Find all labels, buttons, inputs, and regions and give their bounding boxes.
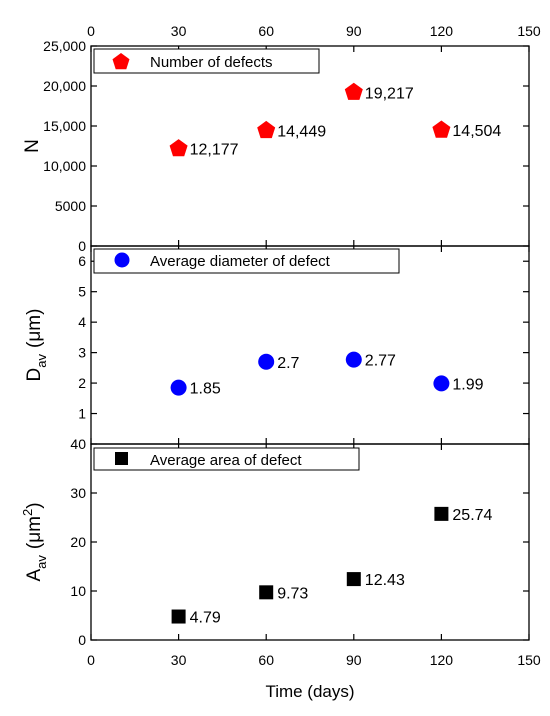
y-tick-label: 3 [78, 345, 86, 361]
data-point-pentagon [344, 82, 363, 100]
data-label: 19,217 [365, 85, 414, 102]
series-average-diameter: 1.85 2.7 2.77 1.99 [170, 351, 484, 398]
panel-average-area: 0 10 20 30 40 0 30 60 90 120 150 Aav (μm2) Average … [20, 436, 541, 701]
y-tick-label: 6 [78, 253, 86, 269]
y-label-superscript: 2 [20, 509, 35, 516]
legend-label: Average diameter of defect [150, 253, 331, 270]
x-tick-label: 90 [346, 652, 362, 668]
data-point-circle [170, 379, 187, 396]
legend-label: Number of defects [150, 54, 273, 71]
x-tick-label-top: 0 [87, 23, 95, 39]
y-tick-label: 40 [70, 436, 86, 452]
x-tick-label: 30 [171, 652, 187, 668]
legend-circle-marker [114, 252, 130, 268]
y-label-unit: (μm [24, 516, 45, 549]
data-label: 4.79 [190, 610, 221, 627]
data-point-pentagon [169, 139, 188, 157]
y-tick-label: 10 [70, 583, 86, 599]
data-label: 1.99 [452, 376, 483, 393]
data-point-pentagon [257, 120, 276, 139]
y-label-unit: (μm) [24, 309, 45, 348]
x-tick-label: 120 [430, 652, 454, 668]
y-label-subscript: av [34, 555, 49, 569]
data-point-circle [258, 353, 275, 370]
series-number-of-defects: 12,177 14,449 19,217 14,504 [169, 82, 501, 159]
x-tick-label: 150 [517, 652, 541, 668]
data-label: 12.43 [365, 572, 405, 589]
data-label: 14,504 [452, 123, 501, 140]
plot-frame [90, 443, 530, 641]
data-point-square [259, 585, 274, 600]
x-tick-label: 0 [87, 652, 95, 668]
y-tick-label: 20,000 [43, 78, 86, 94]
series-average-area: 4.79 9.73 12.43 25.74 [171, 506, 493, 627]
y-tick-label: 10,000 [43, 158, 86, 174]
x-tick-label-top: 150 [517, 23, 541, 39]
y-tick-label: 25,000 [43, 38, 86, 54]
data-point-square [171, 609, 186, 624]
y-axis-label: N [22, 139, 43, 153]
panel-average-diameter: 1 2 3 4 5 6 Dav (μm) Average diameter of defec… [24, 245, 530, 445]
x-tick-label-top: 60 [258, 23, 274, 39]
data-label: 1.85 [190, 381, 221, 398]
data-point-square [434, 506, 449, 521]
data-label: 12,177 [190, 142, 239, 159]
y-tick-label: 0 [78, 632, 86, 648]
data-label: 2.7 [277, 355, 299, 372]
y-tick-label: 5 [78, 284, 86, 300]
y-tick-label: 1 [78, 406, 86, 422]
y-label-close: ) [24, 502, 45, 508]
legend: Number of defects [93, 48, 320, 74]
bottom-axis-ticks: 0 10 20 30 40 0 30 60 90 120 150 [70, 436, 540, 668]
x-tick-label-top: 30 [171, 23, 187, 39]
middle-axis-ticks: 1 2 3 4 5 6 [78, 246, 530, 444]
data-point-circle [345, 351, 362, 368]
data-label: 9.73 [277, 585, 308, 602]
y-tick-label: 30 [70, 485, 86, 501]
data-label: 2.77 [365, 353, 396, 370]
y-tick-label: 15,000 [43, 118, 86, 134]
legend-label: Average area of defect [150, 452, 302, 469]
y-tick-label: 5000 [55, 198, 86, 214]
data-point-circle [433, 375, 450, 392]
x-tick-label-top: 90 [346, 23, 362, 39]
y-tick-label: 0 [78, 238, 86, 254]
y-label-main: D [24, 368, 45, 382]
y-axis-label: Dav (μm) [24, 309, 49, 382]
x-axis-label: Time (days) [265, 682, 354, 701]
x-tick-label-top: 120 [430, 23, 454, 39]
data-label: 14,449 [277, 123, 326, 140]
plot-frame [90, 245, 530, 445]
legend-box [93, 447, 360, 471]
y-label-main: A [24, 569, 45, 582]
y-tick-label: 2 [78, 375, 86, 391]
y-tick-label: 20 [70, 534, 86, 550]
x-tick-label: 60 [258, 652, 274, 668]
data-point-pentagon [432, 120, 451, 138]
plot-frame [90, 45, 530, 247]
legend-square-marker [115, 452, 128, 465]
y-label-subscript: av [34, 353, 49, 367]
legend-box [93, 48, 320, 74]
legend-box [93, 248, 400, 274]
legend-pentagon-marker [112, 53, 130, 70]
y-axis-label: Aav (μm2) [20, 502, 49, 581]
data-point-square [346, 572, 361, 587]
legend: Average diameter of defect [93, 248, 400, 274]
legend: Average area of defect [93, 447, 360, 471]
data-label: 25.74 [452, 507, 492, 524]
y-tick-label: 4 [78, 314, 86, 330]
